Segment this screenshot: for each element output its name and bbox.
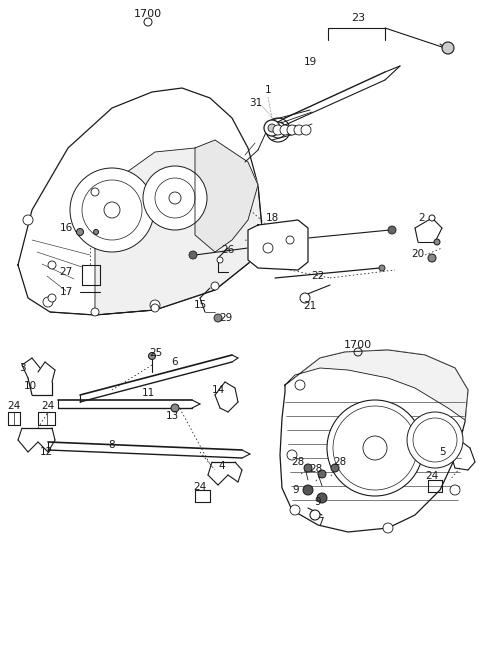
Text: 26: 26 <box>221 245 235 255</box>
Text: 17: 17 <box>60 287 72 297</box>
Circle shape <box>214 314 222 322</box>
Text: 5: 5 <box>439 447 445 457</box>
Text: 19: 19 <box>303 57 317 67</box>
Circle shape <box>91 188 99 196</box>
Text: 9: 9 <box>293 485 300 495</box>
Circle shape <box>428 254 436 262</box>
Circle shape <box>48 294 56 302</box>
Circle shape <box>151 304 159 312</box>
Text: 16: 16 <box>60 223 72 233</box>
Circle shape <box>295 380 305 390</box>
Circle shape <box>301 125 311 135</box>
Circle shape <box>318 470 326 478</box>
Circle shape <box>379 265 385 271</box>
Text: 28: 28 <box>310 464 323 474</box>
Text: 23: 23 <box>351 13 365 23</box>
Text: 1700: 1700 <box>134 9 162 19</box>
Circle shape <box>217 257 223 263</box>
Circle shape <box>280 125 290 135</box>
Circle shape <box>189 251 197 259</box>
Text: 29: 29 <box>219 313 233 323</box>
Circle shape <box>383 523 393 533</box>
Polygon shape <box>280 350 468 532</box>
Text: 9: 9 <box>315 497 321 507</box>
Text: 24: 24 <box>7 401 21 411</box>
Text: 28: 28 <box>334 457 347 467</box>
Circle shape <box>169 192 181 204</box>
Circle shape <box>287 125 297 135</box>
Circle shape <box>327 400 423 496</box>
Circle shape <box>303 485 313 495</box>
Text: 4: 4 <box>219 461 225 471</box>
Circle shape <box>268 124 276 132</box>
Circle shape <box>407 412 463 468</box>
Circle shape <box>310 510 320 520</box>
Text: 1700: 1700 <box>344 340 372 350</box>
Text: 20: 20 <box>411 249 425 259</box>
Circle shape <box>104 202 120 218</box>
Circle shape <box>94 230 98 234</box>
Text: 24: 24 <box>41 401 55 411</box>
Text: 22: 22 <box>312 271 324 281</box>
Text: 24: 24 <box>425 471 439 481</box>
Circle shape <box>363 436 387 460</box>
Circle shape <box>304 464 312 472</box>
Text: 2: 2 <box>419 213 425 223</box>
Text: 12: 12 <box>39 447 53 457</box>
Circle shape <box>270 122 286 138</box>
Text: 24: 24 <box>193 482 206 492</box>
Circle shape <box>317 493 327 503</box>
Circle shape <box>91 308 99 316</box>
Circle shape <box>43 297 53 307</box>
Text: 27: 27 <box>60 267 72 277</box>
Circle shape <box>273 125 283 135</box>
Circle shape <box>290 505 300 515</box>
Text: 11: 11 <box>142 388 155 398</box>
Text: 31: 31 <box>250 98 263 108</box>
Text: 13: 13 <box>166 411 179 421</box>
Text: 6: 6 <box>172 357 178 367</box>
Text: 3: 3 <box>19 363 25 373</box>
Polygon shape <box>285 350 468 420</box>
Circle shape <box>76 228 84 236</box>
Circle shape <box>143 166 207 230</box>
Text: 8: 8 <box>108 440 115 450</box>
Circle shape <box>300 293 310 303</box>
Text: 7: 7 <box>317 517 324 527</box>
Text: 15: 15 <box>193 300 206 310</box>
Text: 14: 14 <box>211 385 225 395</box>
Circle shape <box>286 236 294 244</box>
Circle shape <box>294 125 304 135</box>
Circle shape <box>171 404 179 412</box>
Text: 21: 21 <box>303 301 317 311</box>
Polygon shape <box>195 140 258 252</box>
Circle shape <box>434 239 440 245</box>
Text: 18: 18 <box>265 213 278 223</box>
Circle shape <box>70 168 154 252</box>
Polygon shape <box>95 148 262 315</box>
Circle shape <box>148 352 156 359</box>
Polygon shape <box>18 88 262 315</box>
Circle shape <box>150 300 160 310</box>
Circle shape <box>450 485 460 495</box>
Text: 10: 10 <box>24 381 36 391</box>
Circle shape <box>429 215 435 221</box>
Circle shape <box>48 261 56 269</box>
Circle shape <box>263 243 273 253</box>
Circle shape <box>264 120 280 136</box>
Circle shape <box>211 282 219 290</box>
Circle shape <box>23 215 33 225</box>
Circle shape <box>442 42 454 54</box>
Text: 25: 25 <box>149 348 163 358</box>
Polygon shape <box>248 220 308 270</box>
Text: 1: 1 <box>264 85 271 95</box>
Text: 28: 28 <box>291 457 305 467</box>
Circle shape <box>388 226 396 234</box>
Circle shape <box>287 450 297 460</box>
Circle shape <box>331 464 339 472</box>
